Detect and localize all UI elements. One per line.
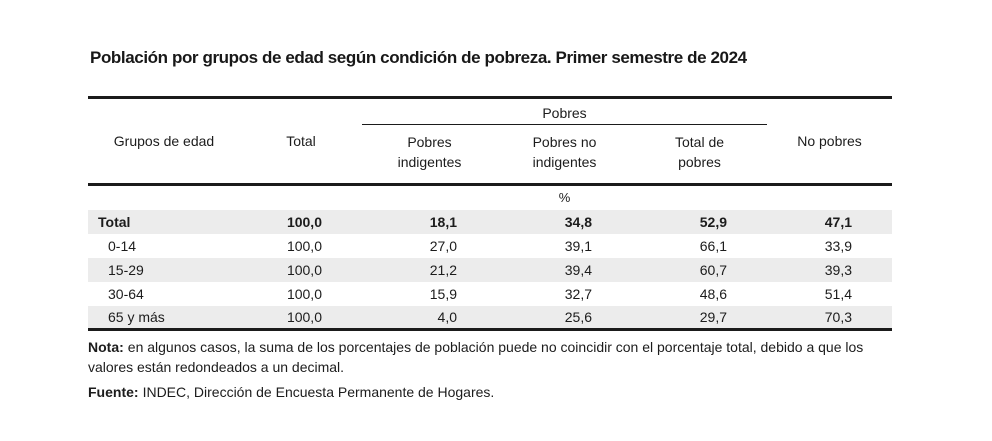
cell-no-pobres: 70,3 xyxy=(767,305,893,331)
row-label: 65 y más xyxy=(88,305,240,331)
col-header-pobres-no-indigentes: Pobres no indigentes xyxy=(497,124,632,186)
note: Nota: en algunos casos, la suma de los po… xyxy=(88,337,888,377)
source-label: Fuente: xyxy=(88,384,139,400)
col-header-grupos-de-edad: Grupos de edad xyxy=(88,97,240,186)
cell-no-pobres: 47,1 xyxy=(767,209,893,234)
table-row-65-y-mas: 65 y más 100,0 4,0 25,6 29,7 70,3 xyxy=(88,305,893,331)
cell-total: 100,0 xyxy=(240,209,362,234)
row-label: Total xyxy=(88,209,240,234)
col-header-total: Total xyxy=(240,97,362,186)
col-header-pobres-indigentes: Pobres indigentes xyxy=(362,124,497,186)
table-body: % Total 100,0 18,1 34,8 52,9 47,1 0-14 1… xyxy=(88,185,893,331)
cell-total-de-pobres: 66,1 xyxy=(699,237,728,254)
cell-pobres-no-indigentes: 39,1 xyxy=(564,237,592,254)
table-row-total: Total 100,0 18,1 34,8 52,9 47,1 xyxy=(88,209,893,234)
col-group-header-pobres: Pobres xyxy=(362,97,768,125)
table-header-row-group: Grupos de edad Total Pobres No pobres xyxy=(88,97,893,186)
page-title: Población por grupos de edad según condi… xyxy=(90,48,747,67)
note-label: Nota: xyxy=(88,339,124,355)
cell-total-de-pobres: 52,9 xyxy=(632,209,768,234)
col-header-no-pobres: No pobres xyxy=(767,97,893,186)
cell-total-de-pobres: 60,7 xyxy=(632,257,768,282)
source-text: INDEC, Dirección de Encuesta Permanente … xyxy=(142,384,495,400)
cell-no-pobres: 33,9 xyxy=(824,237,853,254)
cell-pobres-indigentes: 21,2 xyxy=(362,257,497,282)
source: Fuente: INDEC, Dirección de Encuesta Perm… xyxy=(88,382,888,402)
table-header-row-sub: Pobres indigentes Pobres no indigentes T… xyxy=(88,124,892,186)
cell-no-pobres: 39,3 xyxy=(767,257,893,282)
table-header: Grupos de edad Total Pobres No pobres Po… xyxy=(88,97,893,186)
empty-cell xyxy=(240,185,362,210)
table-row-15-29: 15-29 100,0 21,2 39,4 60,7 39,3 xyxy=(88,257,893,282)
empty-cell xyxy=(767,185,892,210)
cell-total: 100,0 xyxy=(240,257,362,282)
cell-no-pobres: 51,4 xyxy=(824,285,853,302)
cell-total: 100,0 xyxy=(286,285,322,302)
cell-total-de-pobres: 29,7 xyxy=(632,305,768,331)
table-row-30-64: 30-64 100,0 15,9 32,7 48,6 51,4 xyxy=(88,282,892,306)
row-label: 30-64 xyxy=(108,285,144,302)
cell-total: 100,0 xyxy=(286,237,322,254)
empty-cell xyxy=(88,185,240,210)
cell-total-de-pobres: 48,6 xyxy=(699,285,728,302)
cell-pobres-indigentes: 18,1 xyxy=(362,209,497,234)
unit-label: % xyxy=(558,190,571,206)
poverty-table: Grupos de edad Total Pobres No pobres Po… xyxy=(88,96,893,331)
unit-row: % xyxy=(88,185,892,210)
table-row-0-14: 0-14 100,0 27,0 39,1 66,1 33,9 xyxy=(88,234,892,258)
cell-pobres-indigentes: 27,0 xyxy=(429,237,457,254)
col-header-total-de-pobres: Total de pobres xyxy=(632,124,768,186)
cell-pobres-no-indigentes: 34,8 xyxy=(497,209,632,234)
cell-pobres-indigentes: 4,0 xyxy=(362,305,497,331)
cell-pobres-no-indigentes: 25,6 xyxy=(497,305,632,331)
cell-pobres-no-indigentes: 39,4 xyxy=(497,257,632,282)
cell-total: 100,0 xyxy=(240,305,362,331)
cell-pobres-indigentes: 15,9 xyxy=(429,285,457,302)
row-label: 0-14 xyxy=(108,237,137,254)
note-text: en algunos casos, la suma de los porcent… xyxy=(88,339,864,375)
row-label: 15-29 xyxy=(88,257,240,282)
cell-pobres-no-indigentes: 32,7 xyxy=(564,285,592,302)
